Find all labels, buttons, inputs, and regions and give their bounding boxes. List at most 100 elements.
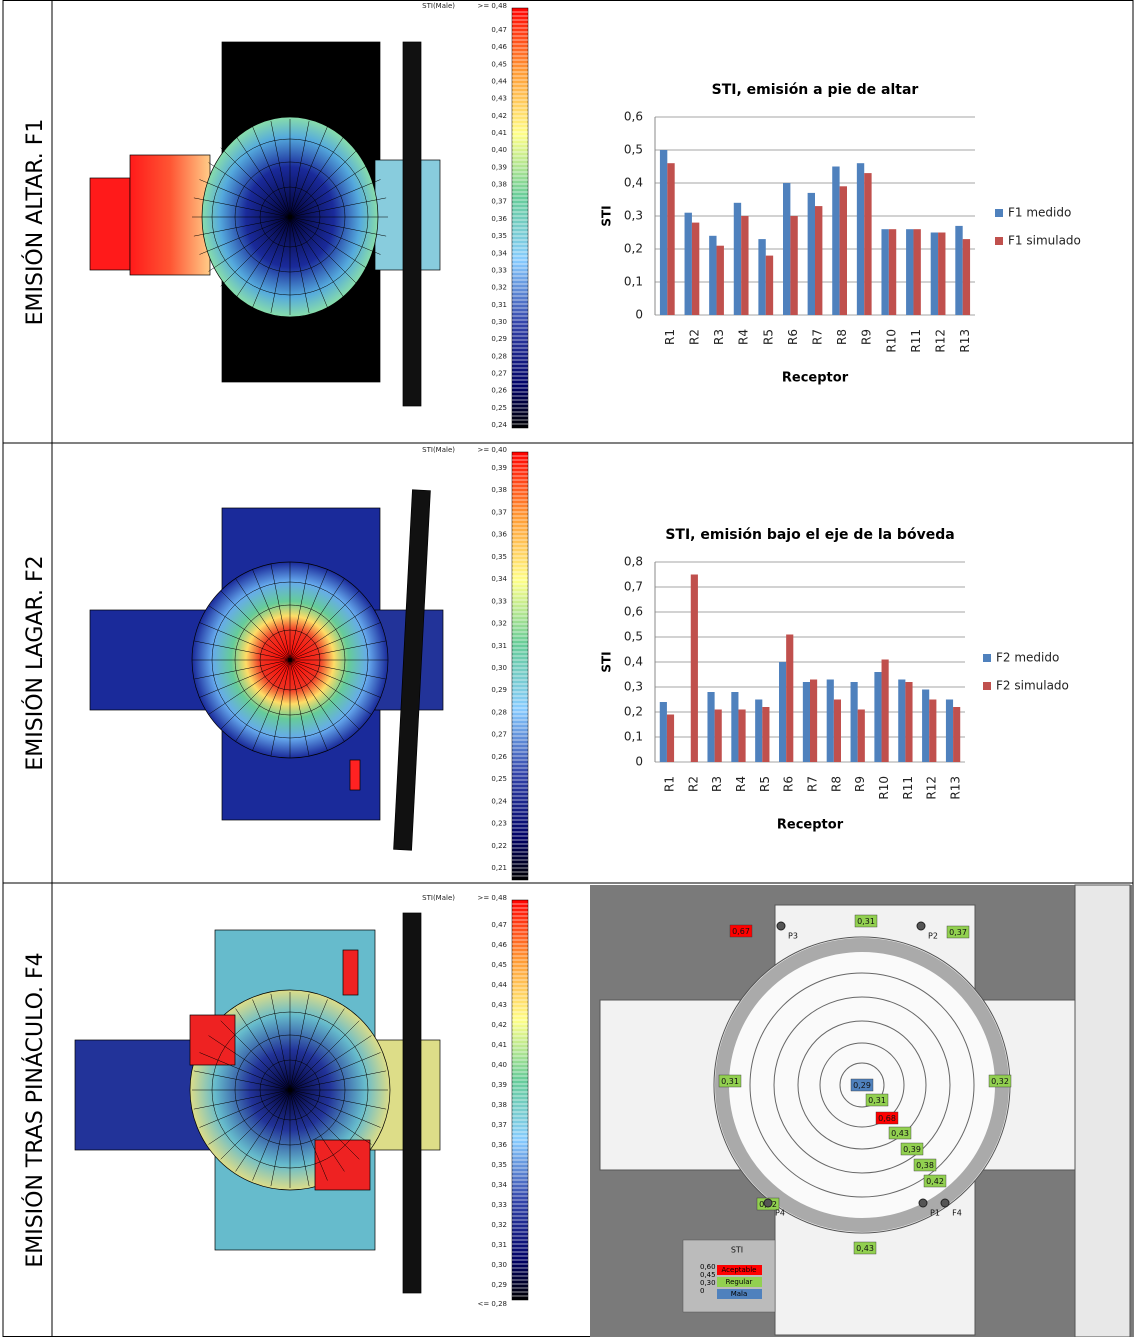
y-tick-label: 0,5	[624, 143, 643, 157]
scale-label: 0,29	[491, 1281, 507, 1289]
legend-label: Regular	[726, 1278, 753, 1286]
y-tick-label: 0,6	[624, 110, 643, 124]
bar	[684, 212, 692, 315]
scale-label: 0,45	[491, 961, 507, 969]
mesh-line	[289, 179, 381, 218]
legend-label: Mala	[731, 1290, 748, 1298]
scale-label: 0,34	[491, 249, 507, 257]
scale-title: STI(Male)	[422, 894, 455, 902]
y-tick-label: 0	[635, 308, 643, 322]
scale-label: 0,41	[491, 129, 507, 137]
sti-tag	[913, 1158, 937, 1172]
bar	[758, 239, 766, 315]
mesh-line	[199, 1052, 291, 1091]
legend-level: 0,30	[700, 1279, 716, 1287]
mesh-line	[289, 1089, 372, 1145]
sti-tag	[923, 1174, 947, 1188]
y-tick-label: 0,4	[624, 655, 643, 669]
x-tick-label: R1	[663, 329, 677, 345]
sti-tag-label: 0,31	[868, 1096, 886, 1105]
mesh-line	[289, 1070, 387, 1091]
bar	[707, 692, 715, 762]
sti-tag	[850, 1078, 874, 1092]
sti-tag	[946, 925, 970, 939]
mesh-ring	[259, 186, 321, 248]
mesh-line	[199, 622, 291, 661]
mesh-line	[252, 569, 291, 661]
bar	[690, 574, 698, 762]
scale-label: 0,27	[491, 369, 507, 377]
mesh-line	[193, 197, 291, 218]
point-marker	[918, 1198, 928, 1208]
bar	[741, 216, 749, 315]
mesh-line	[289, 120, 310, 218]
bar	[938, 232, 946, 315]
y-axis-label: STI	[600, 205, 614, 226]
row-label: EMISIÓN LAGAR. F2	[22, 555, 48, 770]
x-tick-label: R1	[662, 776, 676, 792]
scale-label: 0,40	[491, 146, 507, 154]
bar	[790, 216, 798, 315]
mesh-line	[289, 569, 328, 661]
legend-title: STI	[731, 1246, 743, 1255]
row-label: EMISIÓN ALTAR. F1	[22, 119, 48, 326]
mesh-line	[252, 126, 291, 218]
scale-label: 0,37	[491, 1121, 507, 1129]
mesh-line	[220, 147, 291, 218]
bar	[716, 245, 724, 315]
scale-label: 0,38	[491, 181, 507, 189]
mesh-line	[252, 216, 291, 308]
legend-swatch	[717, 1289, 762, 1299]
bar	[667, 163, 675, 315]
legend-label: F2 simulado	[996, 679, 1069, 693]
scale-label: 0,39	[491, 464, 507, 472]
scale-label: 0,24	[491, 797, 507, 805]
x-tick-label: R12	[934, 329, 948, 353]
scale-title: STI(Male)	[422, 2, 455, 10]
mesh-line	[199, 659, 291, 698]
legend-label: F1 medido	[1008, 206, 1071, 220]
mesh-line	[252, 999, 291, 1091]
scale-label: >= 0,40	[477, 446, 507, 454]
scale-label: 0,21	[491, 864, 507, 872]
mesh-line	[270, 993, 291, 1091]
mesh-line	[289, 659, 387, 680]
sti-tag-label: 0,43	[856, 1244, 874, 1253]
bar	[807, 192, 815, 315]
scale-label: 0,31	[491, 1241, 507, 1249]
x-tick-label: R3	[710, 776, 724, 792]
x-tick-label: R4	[734, 776, 748, 792]
legend-label: Aceptable	[722, 1266, 757, 1274]
x-tick-label: R11	[901, 776, 915, 800]
y-tick-label: 0,5	[624, 630, 643, 644]
mesh-line	[270, 563, 291, 661]
mesh-line	[289, 1089, 360, 1160]
scale-label: 0,33	[491, 1201, 507, 1209]
mesh-line	[289, 216, 387, 237]
mesh-line	[208, 605, 291, 661]
y-tick-label: 0,3	[624, 209, 643, 223]
scale-label: 0,35	[491, 1161, 507, 1169]
mesh-line	[289, 147, 360, 218]
bar	[659, 702, 667, 762]
sti-tag-label: 0,42	[926, 1177, 944, 1186]
mesh-line	[193, 640, 291, 661]
scale-label: 0,29	[491, 335, 507, 343]
bar	[874, 672, 882, 762]
scale-label: 0,39	[491, 1081, 507, 1089]
x-tick-label: R10	[884, 329, 898, 353]
point-marker	[916, 921, 926, 931]
scale-label: 0,43	[491, 1001, 507, 1009]
y-axis-label: STI	[600, 651, 614, 672]
bar	[913, 229, 921, 315]
mesh-ring	[234, 161, 346, 273]
sti-tag-label: 0,31	[721, 1077, 739, 1086]
x-tick-label: R5	[758, 776, 772, 792]
mesh-line	[270, 120, 291, 218]
y-tick-label: 0,7	[624, 580, 643, 594]
point-marker	[776, 921, 786, 931]
scale-label: 0,46	[491, 941, 507, 949]
sti-tag-label: 0,29	[853, 1081, 871, 1090]
scale-label: 0,46	[491, 43, 507, 51]
mesh-line	[289, 640, 387, 661]
